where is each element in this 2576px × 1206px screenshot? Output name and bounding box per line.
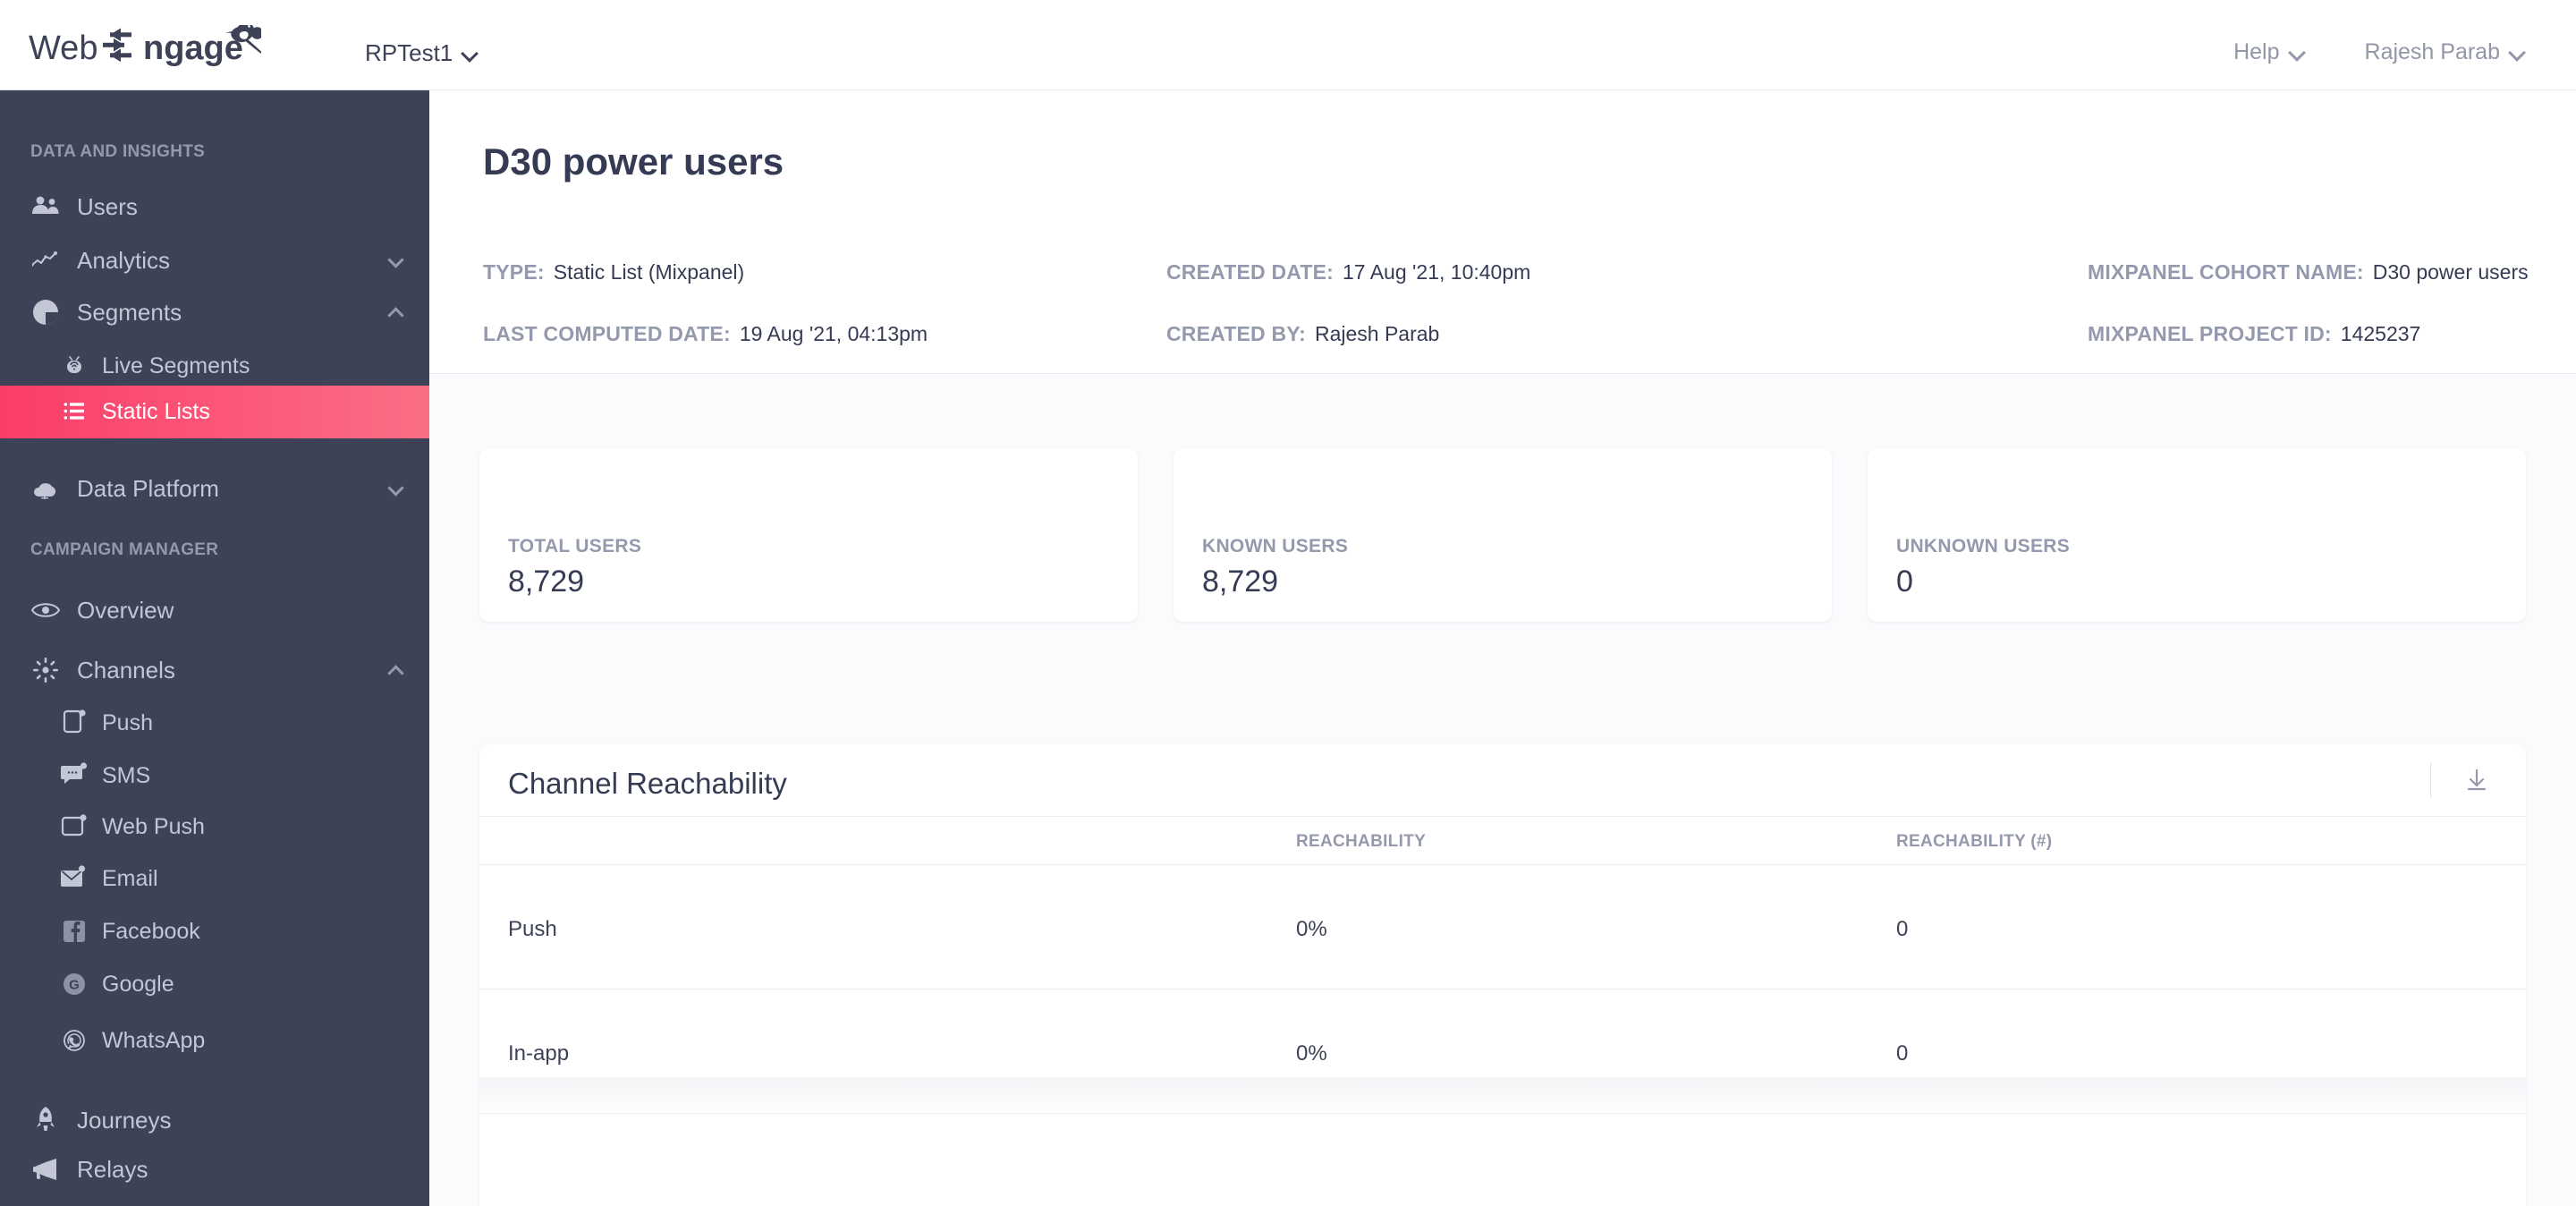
svg-text:Web: Web: [29, 30, 97, 67]
svg-text:ngage: ngage: [143, 30, 243, 67]
svg-text:G: G: [69, 978, 80, 993]
